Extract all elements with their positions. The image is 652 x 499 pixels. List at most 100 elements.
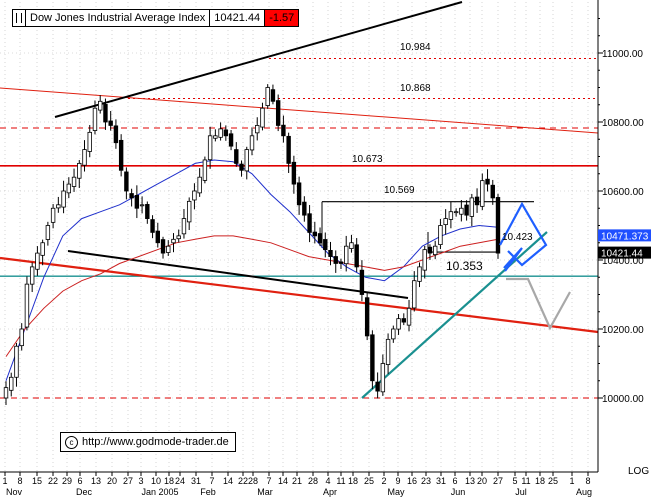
candle-body-34 bbox=[181, 218, 187, 235]
candle-body-74 bbox=[391, 328, 396, 340]
blue-diamond-pattern bbox=[499, 201, 548, 267]
level-label-10423: 10.423 bbox=[502, 232, 533, 243]
credit-text: http://www.godmode-trader.de bbox=[82, 436, 229, 448]
candle-body-81 bbox=[427, 246, 433, 254]
blue-projection-down bbox=[503, 247, 523, 272]
candle-body-73 bbox=[385, 338, 391, 365]
x-tick-label-0: 1 bbox=[2, 476, 7, 486]
candle-body-93 bbox=[490, 184, 495, 199]
candle-body-5 bbox=[29, 266, 35, 285]
y-tick-label-5: 11000.00 bbox=[602, 49, 643, 60]
candle-body-70 bbox=[370, 334, 375, 382]
moving-average-red bbox=[5, 235, 499, 357]
x-tick-label-34: 27 bbox=[493, 476, 503, 486]
x-tick-label-8: 27 bbox=[123, 476, 133, 486]
x-tick-label-37: 18 bbox=[535, 476, 545, 486]
candle-body-17 bbox=[92, 107, 98, 131]
upper-red-trendline bbox=[0, 87, 599, 134]
x-month-label-5: Apr bbox=[323, 487, 337, 497]
log-scale-toggle[interactable]: LOG bbox=[628, 466, 650, 477]
x-month-label-9: Aug bbox=[576, 487, 592, 497]
candle-body-77 bbox=[406, 307, 412, 326]
candle-body-44 bbox=[234, 149, 239, 164]
x-tick-label-18: 7 bbox=[266, 476, 271, 486]
x-tick-label-19: 14 bbox=[278, 476, 288, 486]
candlesticks bbox=[3, 84, 501, 406]
credit-box: c http://www.godmode-trader.de bbox=[60, 432, 236, 452]
level-label-10673: 10.673 bbox=[352, 154, 383, 165]
candle-body-29 bbox=[155, 230, 160, 244]
x-tick-label-31: 6 bbox=[452, 476, 457, 486]
candle-body-92 bbox=[485, 178, 490, 185]
value-box-1 bbox=[598, 246, 651, 259]
x-month-label-1: Dec bbox=[76, 487, 93, 497]
y-tick-label-2: 10400.00 bbox=[602, 256, 644, 267]
upper-black-trendline bbox=[54, 1, 463, 118]
x-tick-label-14: 7 bbox=[209, 476, 214, 486]
main-red-trendline bbox=[0, 256, 599, 334]
candle-body-33 bbox=[176, 235, 181, 240]
candle-body-41 bbox=[218, 128, 223, 138]
x-tick-label-17: 28 bbox=[248, 476, 258, 486]
x-tick-label-28: 16 bbox=[407, 476, 417, 486]
candle-body-67 bbox=[354, 244, 359, 268]
candle-body-47 bbox=[249, 135, 255, 151]
value-boxes: 10471.373 10421.44 bbox=[598, 229, 651, 260]
x-month-label-8: Jul bbox=[515, 487, 527, 497]
candle-body-71 bbox=[375, 381, 380, 392]
y-tick-label-0: 10000.00 bbox=[602, 394, 644, 405]
legend-value: 10421.44 bbox=[210, 10, 266, 26]
candle-body-23 bbox=[124, 171, 129, 192]
candle-body-51 bbox=[270, 89, 276, 102]
candle-body-21 bbox=[113, 125, 119, 144]
x-tick-label-21: 28 bbox=[308, 476, 318, 486]
candle-body-24 bbox=[129, 193, 134, 199]
candle-body-10 bbox=[56, 204, 61, 209]
candle-body-87 bbox=[459, 207, 464, 215]
candle-body-38 bbox=[202, 159, 208, 181]
candle-body-49 bbox=[260, 107, 265, 128]
x-tick-label-9: 3 bbox=[138, 476, 143, 486]
x-tick-label-25: 25 bbox=[364, 476, 374, 486]
pattern-projections bbox=[499, 201, 571, 331]
x-tick-label-11: 18 bbox=[164, 476, 174, 486]
x-tick-label-7: 20 bbox=[107, 476, 117, 486]
x-tick-label-5: 6 bbox=[77, 476, 82, 486]
candle-body-64 bbox=[338, 261, 344, 264]
x-tick-label-16: 22 bbox=[238, 476, 248, 486]
candle-body-84 bbox=[443, 218, 448, 226]
x-tick-label-40: 8 bbox=[585, 476, 590, 486]
candle-body-60 bbox=[317, 233, 323, 244]
candle-body-88 bbox=[464, 204, 469, 216]
candle-body-36 bbox=[192, 190, 197, 201]
candle-body-3 bbox=[19, 328, 24, 347]
x-tick-label-13: 31 bbox=[191, 476, 201, 486]
candle-body-61 bbox=[323, 239, 328, 251]
candle-body-52 bbox=[275, 100, 281, 126]
candle-body-26 bbox=[139, 204, 145, 207]
x-tick-label-2: 15 bbox=[32, 476, 42, 486]
value-box-label-0: 10471.373 bbox=[601, 231, 649, 242]
moving-average-blue bbox=[5, 159, 499, 381]
candle-body-20 bbox=[108, 120, 113, 126]
candle-body-32 bbox=[171, 238, 176, 244]
candle-body-4 bbox=[24, 283, 30, 328]
candle-body-85 bbox=[448, 211, 454, 220]
candle-body-78 bbox=[412, 280, 417, 309]
candle-body-90 bbox=[474, 196, 480, 206]
x-axis-ticks: 1 8 15 22 29 6 13 20 27 3 10 18 24 31 7 14 22 28 7 14 21 28 4 1… bbox=[2, 472, 592, 497]
x-tick-label-22: 4 bbox=[325, 476, 330, 486]
x-tick-label-4: 29 bbox=[62, 476, 72, 486]
x-tick-label-38: 25 bbox=[548, 476, 558, 486]
moving-averages bbox=[5, 159, 499, 381]
legend-name: Dow Jones Industrial Average Index bbox=[26, 10, 211, 26]
candle-body-12 bbox=[66, 183, 72, 194]
candle-body-65 bbox=[344, 245, 349, 265]
x-tick-label-23: 11 bbox=[336, 476, 345, 486]
candle-body-56 bbox=[296, 182, 302, 206]
candle-body-66 bbox=[349, 242, 354, 249]
y-tick-label-3: 10600.00 bbox=[602, 187, 644, 198]
x-month-label-6: May bbox=[387, 487, 405, 497]
candle-body-54 bbox=[286, 135, 291, 164]
y-axis-ticks: 10000.00 10200.00 10400.00 10600.00 10800.00… bbox=[598, 18, 644, 405]
